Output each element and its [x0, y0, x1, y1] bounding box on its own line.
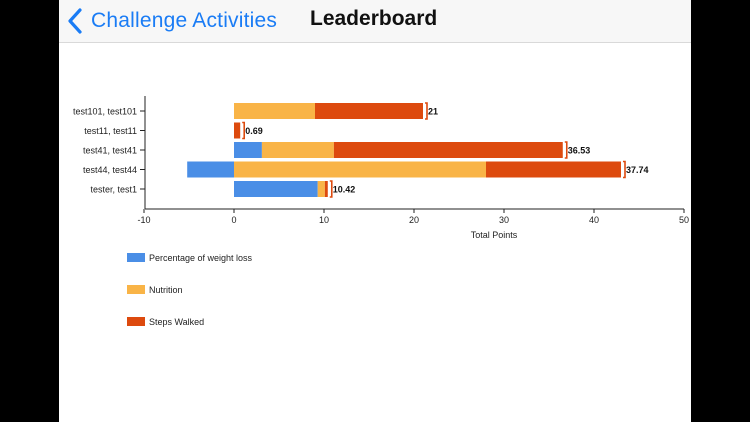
total-label: 21: [428, 107, 438, 117]
x-tick-label: -10: [137, 215, 150, 225]
navigation-bar: Challenge Activities Leaderboard: [59, 0, 691, 43]
total-marker: [623, 160, 626, 179]
total-marker: [329, 180, 333, 198]
legend-swatch[interactable]: [127, 285, 145, 294]
y-tick-label: test44, test44: [83, 165, 137, 175]
total-label: 37.74: [626, 165, 649, 175]
legend-swatch[interactable]: [127, 253, 145, 262]
y-tick-label: test41, test41: [83, 146, 137, 156]
y-tick-label: tester, test1: [90, 185, 137, 195]
leaderboard-chart: test101, test101 test11, test11 test41, te…: [73, 96, 689, 327]
legend-label[interactable]: Percentage of weight loss: [149, 253, 253, 263]
bar-segment[interactable]: [261, 142, 334, 158]
back-button[interactable]: Challenge Activities: [67, 4, 277, 38]
total-marker: [242, 121, 246, 140]
bar-segment[interactable]: [187, 161, 234, 178]
total-label: 36.53: [568, 146, 591, 156]
bar-segment[interactable]: [234, 161, 486, 178]
x-tick-label: 50: [679, 215, 689, 225]
total-label: 0.69: [245, 126, 263, 136]
legend-swatch[interactable]: [127, 317, 145, 326]
bar-segment[interactable]: [234, 103, 315, 119]
bar-segment[interactable]: [317, 181, 325, 197]
x-tick-label: 20: [409, 215, 419, 225]
total-marker: [564, 141, 568, 159]
bar-segment[interactable]: [234, 142, 262, 158]
bar-segment[interactable]: [486, 161, 621, 178]
legend-label[interactable]: Nutrition: [149, 285, 183, 295]
legend-label[interactable]: Steps Walked: [149, 317, 204, 327]
bar-segment[interactable]: [324, 181, 328, 197]
total-marker: [425, 102, 428, 120]
back-button-label: Challenge Activities: [91, 9, 278, 32]
page-title: Leaderboard: [310, 7, 438, 30]
bar-segment[interactable]: [315, 103, 423, 119]
app-screen: Challenge Activities Leaderboard test101…: [59, 0, 691, 422]
x-axis-title: Total Points: [471, 230, 518, 240]
bar-segment[interactable]: [234, 122, 241, 139]
chevron-left-icon: [68, 8, 82, 34]
x-tick-label: 10: [319, 215, 329, 225]
x-tick-label: 0: [231, 215, 236, 225]
y-tick-label: test101, test101: [73, 107, 137, 117]
total-label: 10.42: [333, 185, 356, 195]
x-tick-label: 40: [589, 215, 599, 225]
bar-segment[interactable]: [333, 142, 563, 158]
y-tick-label: test11, test11: [84, 126, 137, 136]
bar-segment[interactable]: [234, 181, 318, 197]
x-tick-label: 30: [499, 215, 509, 225]
